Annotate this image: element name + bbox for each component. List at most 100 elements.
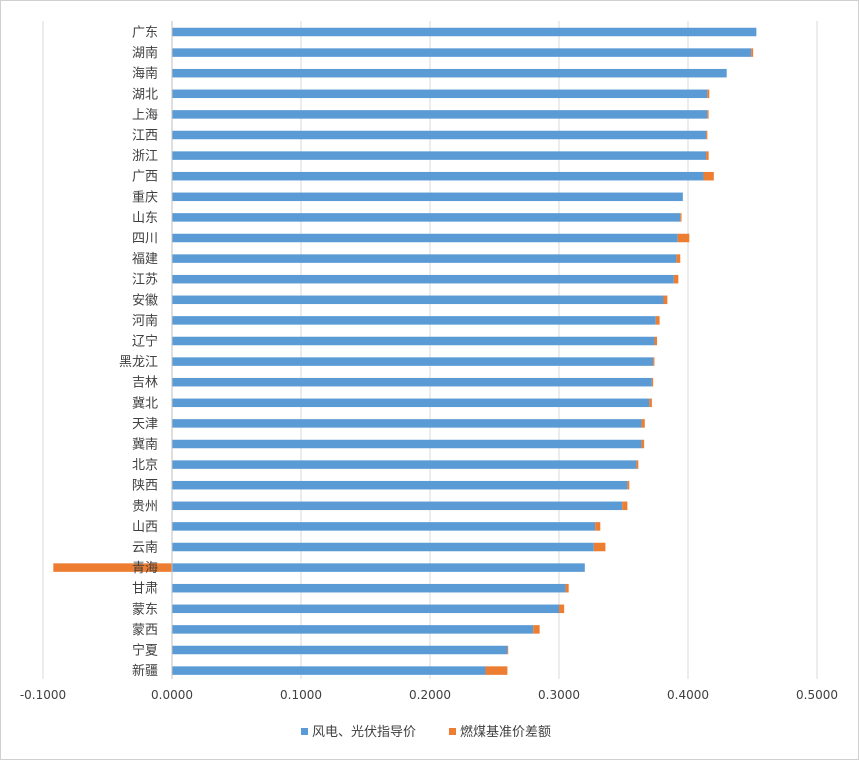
bar-coal-price-diff: [565, 583, 569, 593]
category-label: 河南: [132, 313, 158, 329]
bar-coal-price-diff: [706, 130, 708, 140]
category-label: 辽宁: [132, 334, 158, 350]
category-label: 陕西: [132, 479, 158, 494]
bar-guide-price: [172, 460, 637, 469]
bar-guide-price: [172, 501, 623, 511]
category-label: 四川: [132, 232, 158, 247]
category-labels: 广东湖南海南湖北上海江西浙江广西重庆山东四川福建江苏安徽河南辽宁黑龙江吉林冀北天…: [119, 26, 158, 680]
legend-label: 风电、光伏指导价: [312, 725, 416, 740]
bar-coal-price-diff: [485, 666, 508, 675]
bar-guide-price: [172, 233, 678, 243]
bar-coal-price-diff: [649, 398, 652, 408]
bar-guide-price: [172, 666, 486, 675]
category-label: 宁夏: [132, 643, 158, 659]
bar-guide-price: [172, 645, 508, 655]
bar-coal-price-diff: [53, 563, 172, 572]
category-label: 山西: [132, 520, 158, 535]
bar-guide-price: [172, 130, 707, 140]
bar-guide-price: [172, 274, 674, 284]
bar-coal-price-diff: [680, 213, 682, 222]
category-label: 广东: [132, 26, 158, 41]
x-tick-labels: -0.1000 0.0000 0.1000 0.2000 0.3000 0.4000 0.5…: [20, 688, 838, 702]
bar-coal-price-diff: [707, 89, 710, 99]
bar-guide-price: [172, 439, 642, 449]
category-label: 冀北: [132, 395, 158, 411]
bar-coal-price-diff: [595, 522, 601, 531]
bar-guide-price: [172, 89, 708, 99]
bar-guide-price: [172, 110, 708, 119]
category-label: 蒙东: [132, 602, 158, 617]
bar-coal-price-diff: [641, 439, 645, 449]
category-label: 安徽: [132, 293, 158, 308]
bar-guide-price: [172, 604, 559, 614]
bar-guide-price: [172, 398, 650, 408]
bar-coal-price-diff: [533, 625, 540, 634]
category-label: 贵州: [132, 499, 158, 514]
x-tick-label: 0.0000: [151, 688, 193, 702]
bar-guide-price: [172, 336, 655, 346]
x-tick-label: 0.3000: [538, 688, 580, 702]
bar-guide-price: [172, 192, 683, 202]
bar-coal-price-diff: [653, 357, 655, 366]
bar-coal-price-diff: [663, 295, 668, 305]
x-tick-label: 0.2000: [409, 688, 451, 702]
category-label: 山东: [132, 211, 158, 226]
legend-label: 燃煤基准价差额: [460, 724, 551, 740]
bars: [53, 27, 757, 675]
bar-guide-price: [172, 419, 642, 428]
bar-coal-price-diff: [654, 336, 658, 346]
category-label: 重庆: [132, 189, 158, 205]
category-label: 甘肃: [132, 582, 158, 597]
category-label: 广西: [132, 170, 158, 185]
bar-coal-price-diff: [751, 48, 754, 57]
x-tick-label: 0.4000: [667, 688, 709, 702]
bar-guide-price: [172, 151, 707, 160]
legend: 风电、光伏指导价 燃煤基准价差额: [301, 724, 551, 740]
category-label: 湖北: [132, 87, 158, 102]
bar-coal-price-diff: [673, 274, 679, 284]
legend-swatch: [301, 728, 308, 735]
x-tick-label: 0.5000: [796, 688, 838, 702]
bar-guide-price: [172, 357, 654, 366]
bar-guide-price: [172, 377, 652, 387]
bar-guide-price: [172, 254, 677, 263]
category-label: 蒙西: [132, 623, 158, 638]
category-label: 福建: [132, 252, 158, 267]
bar-guide-price: [172, 213, 681, 222]
bar-coal-price-diff: [703, 171, 714, 181]
legend-swatch: [449, 728, 456, 735]
bar-guide-price: [172, 27, 757, 37]
category-label: 湖南: [132, 45, 158, 61]
bar-coal-price-diff: [627, 480, 630, 490]
category-label: 江西: [132, 129, 158, 144]
bar-coal-price-diff: [655, 316, 660, 325]
bar-guide-price: [172, 542, 594, 552]
bar-guide-price: [172, 48, 752, 57]
bar-guide-price: [172, 171, 704, 181]
bar-coal-price-diff: [622, 501, 628, 511]
category-label: 江苏: [132, 272, 158, 288]
bar-guide-price: [172, 583, 566, 593]
bar-guide-price: [172, 480, 628, 490]
bar-coal-price-diff: [636, 460, 639, 469]
bar-guide-price: [172, 563, 585, 572]
bar-coal-price-diff: [507, 645, 509, 655]
category-label: 冀南: [132, 437, 158, 453]
x-tick-label: -0.1000: [20, 688, 66, 702]
gridlines: [42, 21, 818, 679]
category-label: 北京: [132, 458, 158, 473]
category-label: 黑龙江: [119, 355, 158, 370]
bar-coal-price-diff: [641, 419, 645, 428]
category-label: 吉林: [132, 376, 158, 391]
category-label: 上海: [132, 108, 158, 123]
bar-guide-price: [172, 295, 664, 305]
bar-coal-price-diff: [651, 377, 654, 387]
category-label: 海南: [132, 66, 158, 82]
bar-guide-price: [172, 68, 727, 78]
bar-coal-price-diff: [559, 604, 565, 614]
x-tick-label: 0.1000: [280, 688, 322, 702]
category-label: 天津: [132, 417, 158, 432]
bar-coal-price-diff: [706, 151, 709, 160]
